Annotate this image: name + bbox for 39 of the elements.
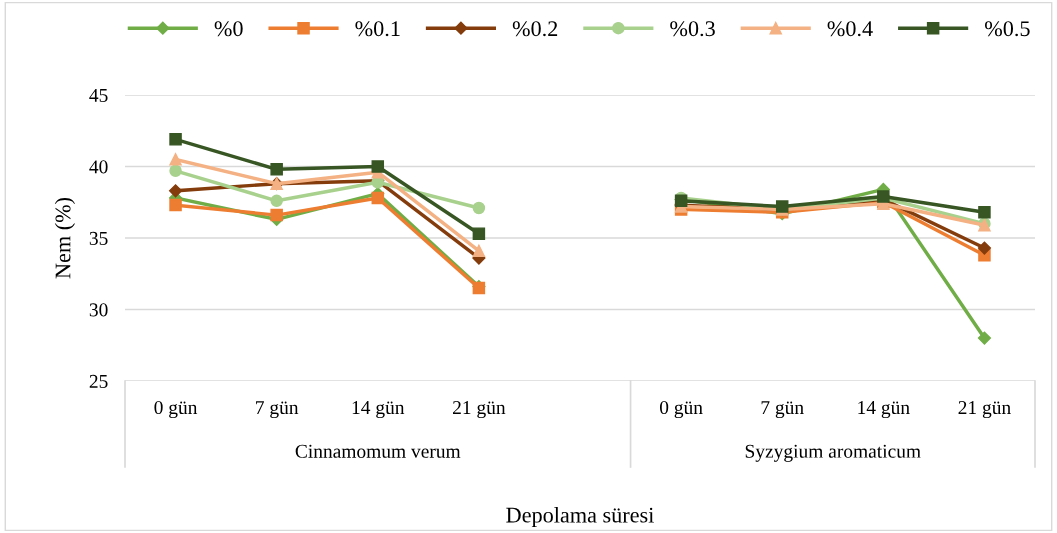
x-tick-label: 0 gün bbox=[154, 400, 198, 419]
text: Cinnamomum verum bbox=[295, 444, 461, 458]
y-tick-label: 45 bbox=[89, 88, 108, 102]
x-tick-label: 21 gün bbox=[958, 401, 1011, 419]
point bbox=[472, 244, 486, 258]
legend-label: %0.1 bbox=[355, 21, 400, 37]
point bbox=[169, 198, 182, 212]
point bbox=[270, 163, 283, 176]
point bbox=[270, 208, 283, 222]
point bbox=[472, 227, 486, 240]
point bbox=[169, 164, 182, 178]
legend-label: %0.2 bbox=[512, 21, 558, 37]
point bbox=[371, 160, 385, 173]
point bbox=[977, 331, 992, 345]
y-axis-title: Nem (%) bbox=[54, 197, 75, 279]
x-axis-title: Depolama süresi bbox=[506, 506, 654, 528]
y-tick-label: 35 bbox=[89, 231, 108, 245]
point bbox=[169, 133, 182, 146]
x-tick-label: 21 gün bbox=[453, 401, 506, 419]
point bbox=[978, 206, 991, 219]
legend-label: %0.3 bbox=[670, 21, 715, 37]
x-tick-label: 0 gün bbox=[659, 400, 703, 419]
legend-label: %0.5 bbox=[985, 21, 1030, 37]
point bbox=[168, 184, 183, 198]
y-tick-label: 25 bbox=[89, 374, 108, 388]
point bbox=[169, 153, 182, 166]
text: Syzygium aromaticum bbox=[745, 444, 921, 462]
point bbox=[270, 194, 283, 208]
legend-label: %0.4 bbox=[827, 21, 873, 37]
x-tick-label: 14 gün bbox=[858, 401, 910, 419]
x-tick-label: 7 gün bbox=[761, 401, 804, 419]
point bbox=[977, 241, 992, 255]
legend-label: %0 bbox=[214, 21, 243, 37]
x-tick-label: 7 gün bbox=[256, 401, 299, 419]
point bbox=[472, 201, 486, 215]
x-tick-label: 14 gün bbox=[352, 401, 405, 419]
y-tick-label: 30 bbox=[89, 303, 108, 317]
point bbox=[371, 191, 385, 205]
y-tick-label: 40 bbox=[89, 160, 108, 174]
